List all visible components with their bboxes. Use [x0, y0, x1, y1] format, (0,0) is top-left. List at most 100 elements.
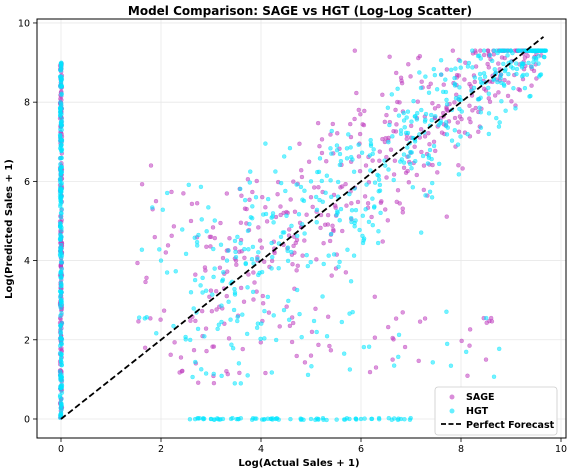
sage-point — [385, 324, 391, 330]
sage-point — [278, 204, 283, 209]
hgt-point — [284, 213, 289, 218]
hgt-point — [245, 373, 250, 378]
hgt-point — [299, 222, 305, 227]
sage-point — [344, 203, 349, 208]
hgt-point — [429, 195, 435, 200]
hgt-point — [309, 364, 314, 369]
hgt-point — [403, 130, 409, 136]
x-tick-label: 0 — [58, 444, 64, 455]
hgt-point — [304, 252, 309, 258]
hgt-point — [210, 292, 215, 297]
sage-point — [377, 158, 382, 163]
sage-point — [356, 154, 362, 159]
sage-point — [412, 144, 417, 149]
hgt-point — [346, 132, 351, 137]
hgt-point — [463, 349, 469, 355]
sage-point — [144, 275, 149, 281]
hgt-point — [409, 150, 414, 155]
hgt-point — [350, 157, 355, 162]
hgt-point — [329, 151, 334, 156]
hgt-point — [444, 132, 450, 137]
hgt-point — [445, 125, 450, 130]
hgt-point — [308, 416, 314, 422]
hgt-point — [368, 168, 373, 173]
hgt-point — [57, 248, 63, 253]
sage-point — [136, 319, 141, 324]
hgt-point — [321, 261, 326, 267]
sage-point — [349, 201, 354, 206]
sage-point — [234, 262, 239, 267]
sage-point — [473, 50, 478, 55]
hgt-point — [497, 346, 502, 352]
hgt-point — [422, 119, 428, 124]
hgt-point — [255, 321, 261, 326]
hgt-point — [457, 85, 462, 90]
hgt-point — [489, 58, 495, 64]
sage-point — [387, 54, 392, 59]
hgt-point — [158, 258, 164, 263]
sage-point — [203, 326, 209, 331]
hgt-point — [297, 311, 302, 317]
sage-point — [135, 260, 140, 266]
hgt-point — [211, 274, 216, 280]
hgt-point — [526, 60, 531, 66]
sage-point — [297, 141, 302, 146]
hgt-point — [423, 74, 428, 79]
hgt-point — [377, 182, 383, 188]
y-tick-label: 4 — [24, 256, 30, 267]
sage-point — [343, 181, 348, 187]
sage-point — [502, 77, 507, 83]
hgt-point — [59, 401, 64, 407]
sage-point — [335, 131, 340, 136]
hgt-point — [242, 246, 247, 252]
hgt-point — [278, 234, 284, 240]
sage-point — [473, 105, 478, 111]
sage-point — [214, 288, 219, 294]
hgt-point — [513, 61, 519, 66]
sage-point — [456, 129, 462, 134]
sage-point — [399, 80, 405, 86]
sage-point — [343, 270, 349, 275]
hgt-point — [313, 194, 319, 200]
sage-point — [419, 149, 424, 155]
hgt-point — [253, 195, 259, 200]
hgt-point — [263, 141, 268, 146]
hgt-point — [398, 131, 404, 137]
hgt-point — [250, 244, 256, 250]
hgt-point — [58, 242, 64, 248]
hgt-point — [58, 64, 64, 69]
hgt-point — [254, 325, 260, 331]
sage-point — [385, 218, 391, 223]
sage-point — [241, 299, 247, 304]
hgt-point — [206, 205, 211, 210]
hgt-point — [503, 108, 508, 113]
sage-point — [294, 353, 299, 359]
hgt-point — [360, 233, 365, 239]
hgt-point — [508, 48, 514, 53]
hgt-point — [282, 154, 287, 159]
hgt-point — [294, 287, 300, 293]
sage-point — [384, 175, 389, 180]
hgt-point — [286, 298, 291, 304]
hgt-point — [356, 142, 361, 147]
hgt-point — [521, 72, 526, 78]
hgt-point — [477, 71, 483, 77]
hgt-point — [228, 317, 233, 322]
sage-point — [394, 199, 399, 205]
sage-point — [188, 318, 193, 323]
hgt-point — [359, 150, 365, 155]
hgt-point — [351, 169, 357, 174]
hgt-point — [427, 147, 433, 153]
hgt-point — [320, 415, 326, 421]
hgt-point — [542, 54, 547, 60]
x-tick-label: 8 — [458, 444, 464, 455]
hgt-point — [202, 334, 207, 339]
hgt-point — [154, 331, 159, 336]
hgt-point — [58, 182, 64, 187]
hgt-point — [235, 416, 241, 422]
hgt-point — [444, 97, 449, 103]
sage-point — [195, 380, 201, 385]
hgt-point — [522, 85, 528, 91]
hgt-point — [289, 249, 294, 255]
hgt-point — [375, 240, 381, 246]
